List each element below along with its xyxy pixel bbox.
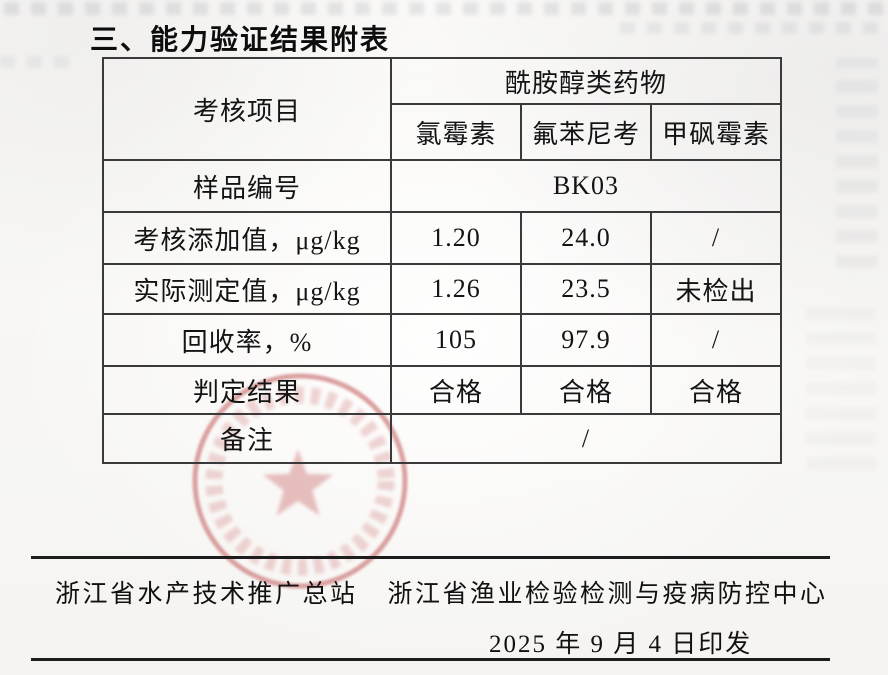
cell-value: 合格 [390,365,522,415]
row-label: 考核添加值，μg/kg [102,211,392,265]
table-row-recovery-rate: 回收率，% 105 97.9 / [102,313,782,367]
cell-value: 24.0 [520,211,652,265]
table-row-measured-value: 实际测定值，μg/kg 1.26 23.5 未检出 [102,263,782,315]
cell-value: 未检出 [650,263,782,315]
cell-value: 97.9 [520,313,652,367]
print-date: 2025 年 9 月 4 日印发 [489,631,753,658]
bleedthrough-artifact [620,22,884,34]
table-row-sample-id: 样品编号 BK03 [102,159,782,213]
row-label: 判定结果 [102,365,392,415]
row-label: 样品编号 [102,159,392,213]
table-row-remarks: 备注 / [102,413,782,464]
table-row-verdict: 判定结果 合格 合格 合格 [102,365,782,415]
cell-value: / [650,211,782,265]
cell-value: 合格 [520,365,652,415]
issuer-right: 浙江省渔业检验检测与疫病防控中心 [387,581,828,608]
cell-value: 105 [390,313,522,367]
header-assessment-item: 考核项目 [102,57,392,161]
header-drug-chloramphenicol: 氯霉素 [390,103,522,161]
page-title: 三、能力验证结果附表 [90,24,391,55]
header-drug-thiamphenicol: 甲砜霉素 [650,103,782,161]
cell-value: 23.5 [520,263,652,315]
sample-id-value: BK03 [390,159,782,213]
bleedthrough-artifact [4,2,884,15]
bleedthrough-artifact [836,58,878,268]
issuer-left: 浙江省水产技术推广总站 [55,581,358,608]
table-row-spiked-value: 考核添加值，μg/kg 1.20 24.0 / [102,211,782,265]
bleedthrough-artifact [0,56,72,68]
cell-value: 1.20 [390,211,522,265]
footer-top-rule [31,556,830,559]
issuing-organizations: 浙江省水产技术推广总站 浙江省渔业检验检测与疫病防控中心 [55,574,835,610]
header-drug-florfenicol: 氟苯尼考 [520,103,652,161]
row-label: 实际测定值，μg/kg [102,263,392,315]
row-label: 备注 [102,413,392,464]
remarks-value: / [390,413,782,464]
cell-value: 合格 [650,365,782,415]
header-drug-group: 酰胺醇类药物 [390,57,782,105]
bleedthrough-artifact [806,300,876,470]
row-label: 回收率，% [102,313,392,367]
cell-value: 1.26 [390,263,522,315]
footer-bottom-rule [31,658,830,661]
proficiency-results-table: 考核项目 酰胺醇类药物 氯霉素 氟苯尼考 甲砜霉素 样品编号 BK03 考核添加… [102,57,782,464]
cell-value: / [650,313,782,367]
